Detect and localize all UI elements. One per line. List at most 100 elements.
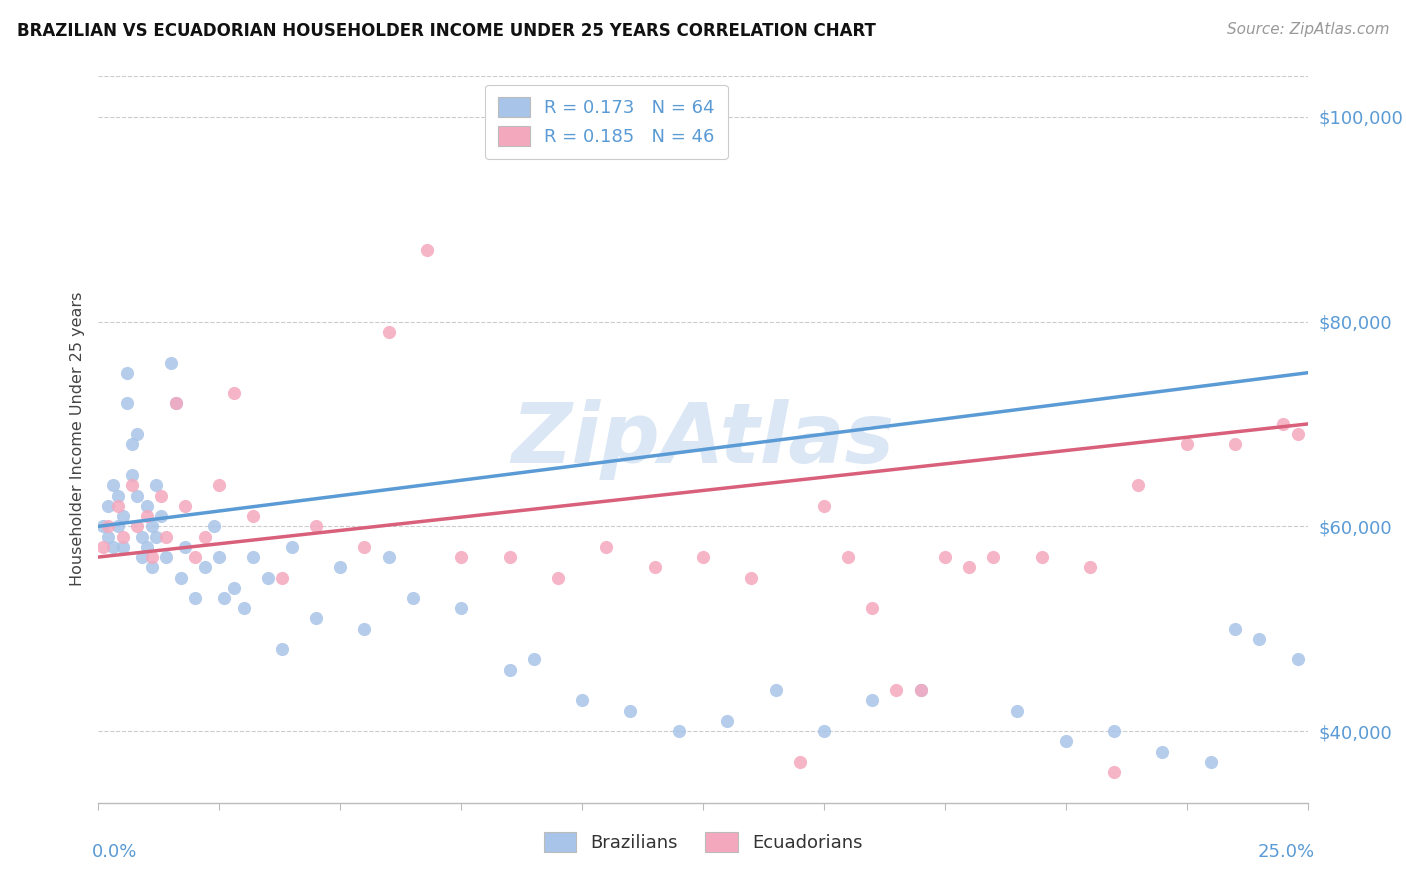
Point xyxy=(416,243,439,257)
Point xyxy=(222,581,245,595)
Point xyxy=(1078,560,1101,574)
Point xyxy=(111,540,134,554)
Point xyxy=(692,550,714,565)
Point xyxy=(232,601,254,615)
Text: BRAZILIAN VS ECUADORIAN HOUSEHOLDER INCOME UNDER 25 YEARS CORRELATION CHART: BRAZILIAN VS ECUADORIAN HOUSEHOLDER INCO… xyxy=(17,22,876,40)
Point xyxy=(135,540,157,554)
Point xyxy=(141,550,163,565)
Point xyxy=(1199,755,1222,769)
Point xyxy=(450,601,472,615)
Point xyxy=(353,540,375,554)
Point xyxy=(498,663,520,677)
Point xyxy=(523,652,546,666)
Text: 0.0%: 0.0% xyxy=(91,843,136,861)
Point xyxy=(281,540,304,554)
Point xyxy=(145,530,167,544)
Point xyxy=(141,519,163,533)
Point xyxy=(127,427,149,442)
Point xyxy=(619,704,641,718)
Point xyxy=(121,468,143,483)
Point xyxy=(789,755,811,769)
Point xyxy=(117,396,139,410)
Point xyxy=(644,560,666,574)
Point xyxy=(208,478,231,492)
Point xyxy=(155,550,177,565)
Text: 25.0%: 25.0% xyxy=(1257,843,1315,861)
Point xyxy=(91,519,114,533)
Point xyxy=(165,396,187,410)
Point xyxy=(150,489,173,503)
Point xyxy=(1223,622,1246,636)
Point xyxy=(1007,704,1029,718)
Point xyxy=(571,693,593,707)
Point xyxy=(145,478,167,492)
Point xyxy=(117,366,139,380)
Point xyxy=(860,693,883,707)
Point xyxy=(169,570,191,584)
Point xyxy=(271,642,294,657)
Point xyxy=(135,509,157,524)
Point xyxy=(165,396,187,410)
Point xyxy=(813,724,835,739)
Point xyxy=(222,386,245,401)
Point xyxy=(127,519,149,533)
Point xyxy=(813,499,835,513)
Point xyxy=(256,570,278,584)
Point xyxy=(242,509,264,524)
Point xyxy=(194,560,217,574)
Point xyxy=(242,550,264,565)
Point xyxy=(160,355,183,369)
Point xyxy=(101,478,124,492)
Point xyxy=(934,550,956,565)
Point xyxy=(305,611,328,625)
Point xyxy=(1054,734,1077,748)
Point xyxy=(204,519,226,533)
Point xyxy=(107,499,129,513)
Legend: Brazilians, Ecuadorians: Brazilians, Ecuadorians xyxy=(536,825,870,859)
Point xyxy=(1102,724,1125,739)
Point xyxy=(716,714,738,728)
Text: ZipAtlas: ZipAtlas xyxy=(512,399,894,480)
Text: Source: ZipAtlas.com: Source: ZipAtlas.com xyxy=(1226,22,1389,37)
Point xyxy=(1286,652,1309,666)
Point xyxy=(740,570,762,584)
Point xyxy=(107,519,129,533)
Point xyxy=(1031,550,1053,565)
Point xyxy=(97,499,120,513)
Point xyxy=(1152,745,1174,759)
Point xyxy=(91,540,114,554)
Point xyxy=(450,550,472,565)
Point xyxy=(101,540,124,554)
Point xyxy=(174,499,197,513)
Point xyxy=(402,591,425,605)
Point xyxy=(1102,765,1125,780)
Point xyxy=(135,499,157,513)
Point xyxy=(1223,437,1246,451)
Point xyxy=(910,683,932,698)
Point xyxy=(1272,417,1295,431)
Point xyxy=(184,591,207,605)
Point xyxy=(131,530,153,544)
Point xyxy=(860,601,883,615)
Point xyxy=(97,519,120,533)
Point xyxy=(111,509,134,524)
Point xyxy=(886,683,908,698)
Point xyxy=(981,550,1004,565)
Point xyxy=(498,550,520,565)
Point xyxy=(377,325,399,339)
Point xyxy=(765,683,787,698)
Point xyxy=(121,437,143,451)
Point xyxy=(121,478,143,492)
Point xyxy=(194,530,217,544)
Point xyxy=(97,530,120,544)
Point xyxy=(271,570,294,584)
Point xyxy=(377,550,399,565)
Point xyxy=(155,530,177,544)
Point xyxy=(131,550,153,565)
Point xyxy=(305,519,328,533)
Point xyxy=(150,509,173,524)
Point xyxy=(184,550,207,565)
Point xyxy=(141,560,163,574)
Point xyxy=(107,489,129,503)
Point xyxy=(208,550,231,565)
